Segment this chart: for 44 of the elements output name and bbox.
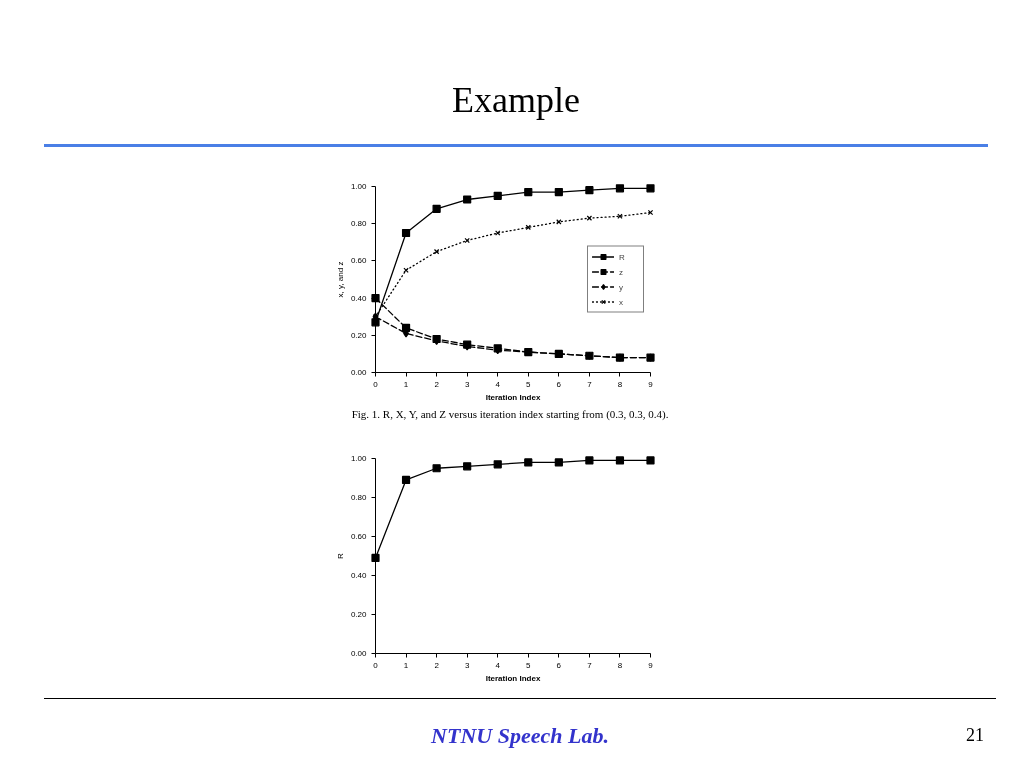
- x-tick-label: 2: [434, 379, 440, 389]
- legend-label: z: [619, 266, 624, 278]
- caption: Fig. 1. R, X, Y, and Z versus iteration index starting from (0.3, 0.3, 0.4).: [351, 407, 669, 421]
- y-tick-label: 0.80: [350, 493, 368, 502]
- x-tick-label: 1: [403, 660, 409, 670]
- x-tick-label: 7: [587, 660, 593, 670]
- x-tick-label: 1: [403, 379, 409, 389]
- x-axis-title: Iteration Index: [485, 392, 541, 402]
- x-tick-label: 3: [464, 660, 470, 670]
- text: NTNU Speech Lab.: [431, 723, 609, 748]
- y-tick-label: 0.40: [350, 571, 368, 580]
- x-tick-label: 4: [495, 660, 501, 670]
- x-tick-label: 2: [434, 660, 440, 670]
- chart-title: Example: [451, 79, 581, 120]
- legend-label: y: [619, 281, 624, 293]
- x-tick-label: 3: [464, 379, 470, 389]
- text: 21: [966, 724, 984, 747]
- y-tick-label: 0.80: [350, 219, 368, 229]
- x-tick-label: 8: [617, 660, 623, 670]
- x-tick-label: 6: [556, 660, 562, 670]
- x-tick-label: 6: [556, 379, 562, 389]
- y-axis-title: x, y, and z: [335, 261, 345, 298]
- y-tick-label: 0.00: [350, 368, 368, 377]
- y-tick-label: 1.00: [350, 182, 368, 191]
- x-tick-label: 0: [373, 379, 379, 389]
- y-tick-label: 0.00: [350, 649, 368, 658]
- y-tick-label: 0.40: [350, 293, 368, 303]
- x-axis-title: Iteration Index: [485, 673, 541, 683]
- x-tick-label: 5: [526, 379, 532, 389]
- legend-label: x: [619, 296, 624, 308]
- y-tick-label: 1.00: [350, 454, 368, 463]
- y-axis-title: R: [335, 552, 345, 559]
- y-tick-label: 0.60: [350, 532, 368, 541]
- y-tick-label: 0.20: [350, 610, 368, 619]
- x-tick-label: 4: [495, 379, 501, 389]
- y-tick-label: 0.20: [350, 330, 368, 340]
- x-tick-label: 9: [648, 379, 654, 389]
- legend-label: R: [619, 251, 626, 263]
- x-tick-label: 9: [648, 660, 654, 670]
- x-tick-label: 7: [587, 379, 593, 389]
- x-tick-label: 0: [373, 660, 379, 670]
- x-tick-label: 5: [526, 660, 532, 670]
- y-tick-label: 0.60: [350, 256, 368, 266]
- x-tick-label: 8: [617, 379, 623, 389]
